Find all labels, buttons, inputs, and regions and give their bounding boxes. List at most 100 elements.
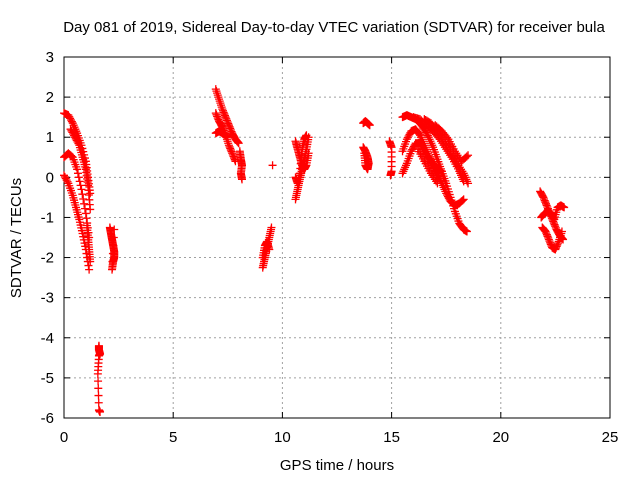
- data-point: [108, 249, 117, 258]
- x-tick-label: 15: [383, 429, 400, 446]
- data-point: [457, 165, 466, 174]
- x-tick-label: 10: [274, 429, 291, 446]
- data-point: [80, 204, 89, 213]
- data-point: [554, 237, 563, 246]
- series-arc-e: [82, 221, 95, 266]
- series-arc-q: [359, 117, 374, 130]
- data-point: [67, 117, 76, 126]
- data-point: [455, 163, 464, 172]
- data-point: [304, 149, 313, 158]
- data-point: [73, 165, 82, 174]
- data-point: [441, 139, 450, 148]
- plot-frame: [63, 56, 611, 419]
- data-point: [109, 241, 118, 250]
- data-point: [426, 169, 435, 178]
- x-tick-label: 25: [602, 429, 619, 446]
- x-tick-label: 5: [169, 429, 177, 446]
- data-point: [213, 91, 222, 100]
- data-point: [234, 138, 243, 147]
- data-point: [443, 133, 452, 142]
- data-point: [213, 89, 222, 98]
- series-arc-f: [105, 223, 119, 274]
- data-point: [556, 231, 565, 240]
- data-point: [462, 152, 471, 161]
- data-point: [85, 265, 94, 274]
- data-point: [265, 245, 274, 254]
- series-arc-bb: [537, 201, 569, 224]
- data-point: [464, 179, 473, 188]
- data-point: [432, 177, 441, 186]
- data-point: [80, 199, 89, 208]
- series-pt-m: [268, 161, 277, 170]
- data-point: [237, 175, 246, 184]
- data-point: [450, 147, 459, 156]
- data-point: [424, 133, 433, 142]
- series-arc-y: [431, 121, 473, 166]
- data-point: [452, 149, 461, 158]
- data-point: [430, 175, 439, 184]
- y-tick-label: -4: [41, 330, 54, 347]
- data-point: [433, 179, 442, 188]
- series-arc-p: [291, 131, 311, 188]
- data-point: [360, 149, 369, 158]
- data-point: [423, 131, 432, 140]
- data-point: [400, 165, 409, 174]
- y-tick-label: -2: [41, 250, 54, 267]
- series-arc-j: [235, 147, 246, 184]
- y-axis-label: SDTVAR / TECUs: [8, 178, 25, 298]
- data-point: [549, 214, 558, 223]
- data-point: [439, 183, 448, 192]
- x-tick-label: 20: [492, 429, 509, 446]
- data-point: [459, 169, 468, 178]
- data-point: [429, 173, 438, 182]
- data-point: [108, 257, 117, 266]
- series-arc-g: [211, 85, 243, 148]
- series-arc-i: [211, 127, 232, 142]
- data-point: [453, 151, 462, 160]
- data-point: [438, 181, 447, 190]
- series-arc-l: [258, 237, 274, 262]
- data-point: [463, 177, 472, 186]
- data-point: [458, 167, 467, 176]
- data-point: [76, 181, 85, 190]
- data-point: [398, 169, 407, 178]
- data-point: [267, 223, 276, 232]
- data-point: [428, 171, 437, 180]
- data-point: [211, 85, 220, 94]
- y-tick-label: -5: [41, 370, 54, 387]
- grid: [64, 57, 610, 418]
- data-points: [60, 85, 569, 416]
- data-point: [426, 137, 435, 146]
- data-point: [93, 369, 102, 378]
- data-point: [81, 209, 90, 218]
- data-point: [365, 121, 374, 130]
- data-point: [94, 398, 103, 407]
- data-point: [402, 161, 411, 170]
- data-point: [461, 173, 470, 182]
- data-point: [399, 167, 408, 176]
- series-arc-z: [413, 145, 442, 188]
- data-point: [63, 177, 72, 186]
- data-point: [557, 229, 566, 238]
- data-point: [415, 131, 424, 140]
- data-point: [74, 173, 83, 182]
- y-tick-label: -1: [41, 209, 54, 226]
- data-point: [75, 177, 84, 186]
- y-axis: -6 -5 -4 -3 -2 -1 0 1 2 3: [41, 49, 610, 427]
- data-point: [215, 97, 224, 106]
- data-point: [223, 133, 232, 142]
- data-point: [84, 261, 93, 270]
- data-point: [427, 139, 436, 148]
- data-point: [462, 175, 471, 184]
- data-point: [441, 187, 450, 196]
- y-tick-label: 2: [46, 89, 54, 106]
- data-point: [233, 137, 242, 146]
- data-point: [73, 169, 82, 178]
- data-point: [79, 194, 88, 203]
- data-point: [214, 93, 223, 102]
- y-tick-label: 0: [46, 169, 54, 186]
- x-tick-label: 0: [60, 429, 68, 446]
- data-point: [69, 121, 78, 130]
- series-arc-s: [385, 137, 396, 180]
